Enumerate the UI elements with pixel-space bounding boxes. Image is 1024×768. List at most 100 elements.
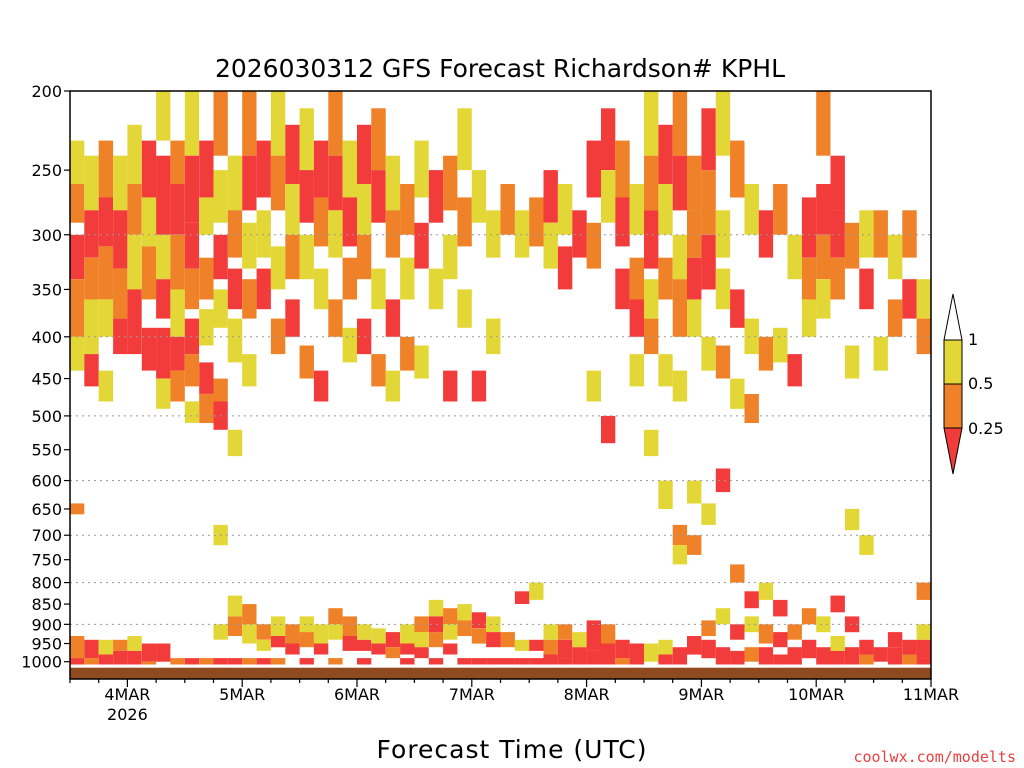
- ri-cell: [500, 184, 515, 235]
- ri-cell: [184, 155, 200, 223]
- ri-cell: [916, 639, 931, 659]
- ri-cell: [902, 639, 917, 655]
- ri-cell: [830, 595, 845, 613]
- ri-cell: [701, 108, 716, 171]
- ri-cell: [357, 234, 372, 280]
- ri-cell: [773, 632, 788, 648]
- ri-cell: [270, 658, 286, 665]
- ri-cell: [730, 650, 745, 665]
- ri-cell: [227, 429, 243, 457]
- ri-cell: [285, 124, 300, 184]
- ri-cell: [844, 222, 860, 269]
- ri-cell: [227, 155, 243, 211]
- ri-cell: [371, 354, 386, 387]
- ri-cell: [70, 503, 85, 515]
- ri-cell: [141, 661, 157, 665]
- ri-cell: [156, 155, 171, 235]
- ri-cell: [887, 234, 903, 280]
- ri-cell: [629, 643, 644, 665]
- ri-cell: [601, 624, 616, 644]
- ri-cell: [730, 378, 745, 409]
- ri-cell: [601, 415, 616, 444]
- ri-cell: [873, 336, 888, 371]
- ri-cell: [199, 257, 214, 300]
- ri-cell: [486, 210, 501, 258]
- ri-cell: [687, 257, 702, 300]
- ri-cell: [84, 257, 99, 300]
- ri-cell: [199, 140, 214, 198]
- ri-cell: [156, 234, 171, 280]
- ri-cell: [299, 345, 314, 379]
- color-legend: 1 0.5 0.25: [943, 293, 1004, 475]
- y-tick-label: 500: [31, 407, 62, 426]
- ri-cell: [98, 197, 114, 247]
- ri-cell: [586, 636, 601, 651]
- ri-cell: [457, 620, 472, 636]
- ri-cell: [428, 599, 444, 617]
- y-tick-label: 450: [31, 370, 62, 389]
- y-tick-label: 700: [31, 526, 62, 545]
- ri-cell: [213, 170, 228, 223]
- ri-cell: [615, 140, 630, 198]
- ri-cell: [113, 650, 128, 665]
- ri-cell: [844, 508, 860, 531]
- y-tick-label: 750: [31, 551, 62, 570]
- ri-cell: [701, 620, 716, 636]
- ri-cell: [514, 591, 530, 604]
- ri-cell: [84, 155, 99, 211]
- ri-cell: [644, 643, 659, 662]
- ri-cell: [715, 608, 731, 625]
- ri-cell: [199, 197, 214, 235]
- ri-cell: [84, 299, 99, 355]
- ri-cell: [586, 140, 601, 198]
- x-tick-label: 7MAR: [449, 685, 495, 704]
- ri-cell: [199, 394, 214, 423]
- ri-cell: [615, 639, 630, 659]
- ri-cell: [213, 624, 228, 640]
- ri-cell: [443, 624, 458, 640]
- ri-cell: [299, 658, 314, 665]
- ri-cell: [529, 197, 544, 247]
- ri-cell: [543, 639, 558, 655]
- ri-cell: [744, 647, 759, 662]
- ri-cell: [313, 140, 329, 198]
- ri-cell: [428, 658, 444, 665]
- ri-cell: [873, 647, 888, 662]
- ri-cell: [844, 647, 860, 665]
- ri-cell: [859, 654, 874, 665]
- ri-cell: [242, 155, 257, 211]
- ri-cell: [672, 155, 688, 211]
- ri-cell: [586, 650, 601, 665]
- ri-cell: [113, 318, 128, 355]
- ri-cell: [400, 257, 415, 300]
- ri-cell: [916, 624, 931, 640]
- ri-cell: [557, 624, 573, 640]
- ri-cell: [773, 327, 788, 363]
- ri-cell: [242, 91, 257, 156]
- ri-cell: [801, 608, 817, 625]
- ri-cell: [471, 658, 487, 665]
- ri-cell: [98, 299, 114, 337]
- ri-cell: [902, 279, 917, 319]
- richardson-cells: [70, 91, 931, 665]
- ri-cell: [256, 624, 271, 640]
- ri-cell: [529, 582, 544, 600]
- ri-cell: [400, 658, 415, 665]
- ri-cell: [457, 604, 472, 621]
- ri-cell: [615, 268, 630, 310]
- ri-cell: [687, 299, 702, 337]
- ri-cell: [70, 184, 85, 223]
- ri-cell: [141, 140, 157, 198]
- ri-cell: [357, 658, 372, 665]
- ri-cell: [644, 155, 659, 211]
- ri-cell: [84, 639, 99, 659]
- ri-cell: [543, 170, 558, 223]
- ri-cell: [887, 647, 903, 665]
- ri-cell: [773, 599, 788, 617]
- ri-cell: [730, 140, 745, 198]
- x-tick-label: 5MAR: [219, 685, 265, 704]
- y-tick-label: 200: [31, 82, 62, 101]
- ri-cell: [644, 91, 659, 156]
- ri-cell: [715, 468, 731, 493]
